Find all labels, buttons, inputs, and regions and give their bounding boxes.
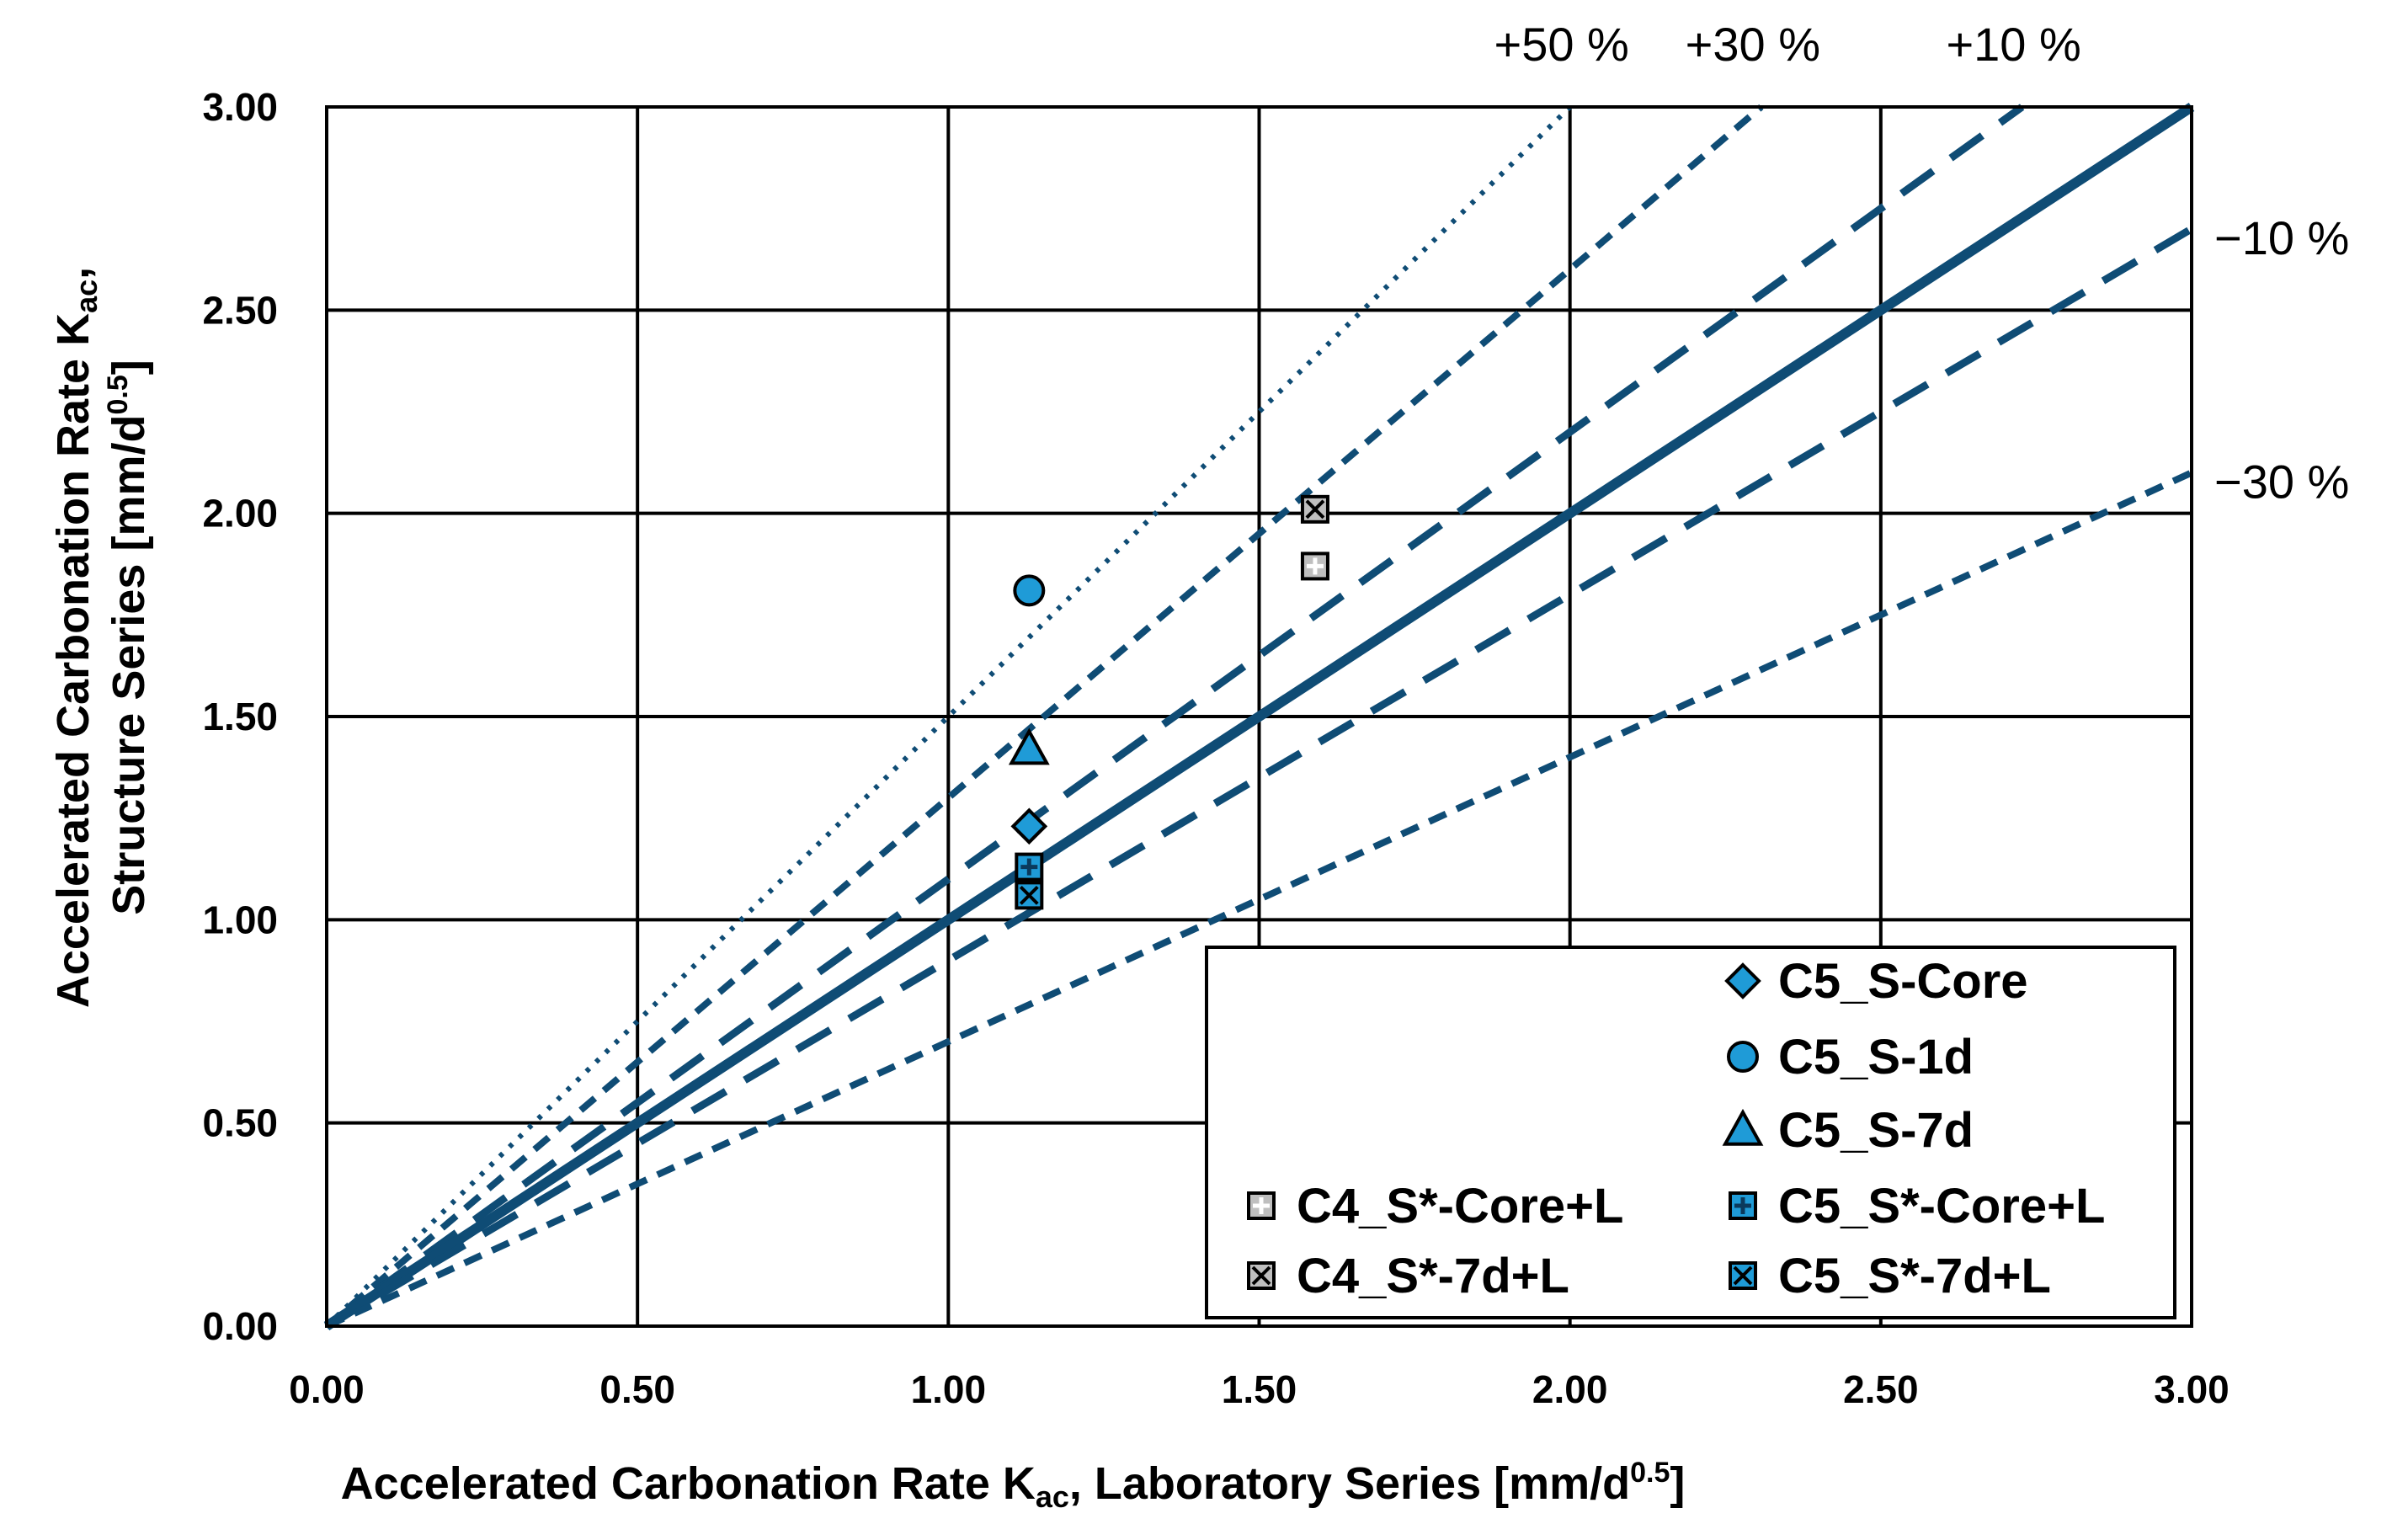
x-tick-label: 1.00 [911,1367,987,1411]
x-axis-title-middle: , Laboratory Series [mm/d [1069,1458,1630,1509]
reference-line [323,102,2195,1331]
x-tick-label: 1.50 [1222,1367,1297,1411]
data-point [1300,552,1329,581]
y-tick-label: 0.50 [202,1101,278,1145]
data-point [1015,852,1044,882]
reference-lines [323,102,2195,1331]
legend-marker [1247,1191,1276,1220]
x-tick-label: 0.50 [599,1367,675,1411]
data-point [1015,881,1044,910]
data-point [1008,727,1050,765]
y-axis-title-line1-sub: ac [69,280,104,313]
y-axis-title-line1-suffix: , [48,267,99,280]
y-axis-title-line2: Structure Series [mm/d0.5] [102,360,154,914]
x-tick-label: 3.00 [2154,1367,2230,1411]
data-points [1008,494,1329,910]
y-axis-title-line2-suffix: ] [104,360,154,375]
percentage-label: −30 % [2214,455,2349,508]
legend-marker [1729,1261,1757,1290]
legend-label: C5_S-7d [1778,1103,1974,1158]
legend-label: C4_S*-Core+L [1297,1179,1623,1234]
plot-area-border [325,105,2193,1328]
percentage-label: −10 % [2214,211,2349,264]
legend-marker [1724,962,1761,999]
legend: C5_S-Core C5_S-1d C5_S-7d C4_S*-Core+L C5_S*… [1205,946,2176,1319]
y-tick-label: 1.50 [202,695,278,738]
y-tick-label: 0.00 [202,1304,278,1348]
legend-label: C5_S-Core [1778,954,2028,1009]
legend-marker [1727,1041,1759,1073]
y-axis-title-line2-prefix: Structure Series [mm/d [104,415,154,915]
legend-box [1205,946,2176,1319]
legend-label: C4_S*-7d+L [1297,1249,1569,1303]
percentage-label: +50 % [1494,18,1628,71]
reference-line [324,104,2025,1330]
y-axis-title-line2-sup: 0.5 [102,375,134,414]
y-axis-title-line1-prefix: Accelerated Carbonation Rate K [48,313,99,1008]
x-axis-title-suffix: ] [1670,1458,1685,1509]
data-point [1300,494,1329,524]
percentage-label: +10 % [1946,18,2080,71]
data-point [1010,807,1048,845]
x-axis-title-prefix: Accelerated Carbonation Rate K [341,1458,1036,1509]
y-tick-label: 3.00 [202,85,278,129]
reference-line [325,469,2193,1330]
percentage-label: +30 % [1686,18,1820,71]
x-tick-label: 0.00 [289,1367,365,1411]
x-tick-label: 2.00 [1532,1367,1608,1411]
percentage-labels: +50 % +30 % +10 % −10 % −30 % [1494,18,2349,508]
x-axis-title-sup: 0.5 [1630,1457,1670,1489]
y-tick-label: 2.50 [202,288,278,332]
y-tick-label: 1.00 [202,898,278,941]
legend-label: C5_S-1d [1778,1030,1974,1084]
legend-label: C5_S*-7d+L [1778,1249,2051,1303]
y-tick-label: 2.00 [202,492,278,536]
x-axis-title-sub: ac [1036,1479,1069,1514]
y-axis-title: Accelerated Carbonation Rate Kac, Struct… [48,267,154,1008]
legend-marker [1729,1191,1757,1220]
legend-marker [1722,1108,1764,1146]
x-tick-label: 2.50 [1843,1367,1919,1411]
legend-label: C5_S*-Core+L [1778,1179,2105,1234]
y-axis-title-line1: Accelerated Carbonation Rate Kac, [48,267,104,1008]
reference-line [324,104,1764,1330]
y-tick-labels: 0.00 0.50 1.00 1.50 2.00 2.50 3.00 [202,85,278,1348]
legend-marker [1247,1261,1276,1290]
x-axis-title: Accelerated Carbonation Rate Kac, Labora… [341,1457,1686,1514]
x-tick-labels: 0.00 0.50 1.00 1.50 2.00 2.50 3.00 [289,1367,2230,1411]
data-point [1013,574,1046,607]
